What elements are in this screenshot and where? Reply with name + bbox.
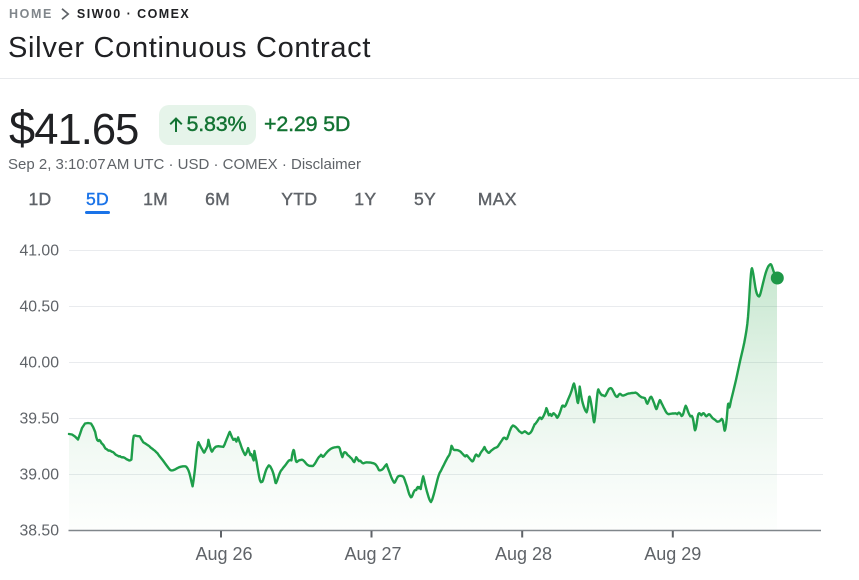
svg-text:41.00: 41.00 — [19, 242, 59, 259]
svg-text:40.00: 40.00 — [19, 354, 59, 371]
svg-text:39.00: 39.00 — [19, 466, 59, 483]
svg-text:39.50: 39.50 — [19, 410, 59, 427]
svg-text:Aug 26: Aug 26 — [195, 544, 252, 564]
svg-text:40.50: 40.50 — [19, 298, 59, 315]
svg-text:Aug 29: Aug 29 — [644, 544, 701, 564]
svg-text:38.50: 38.50 — [19, 522, 59, 539]
svg-text:Aug 28: Aug 28 — [495, 544, 552, 564]
svg-text:Aug 27: Aug 27 — [344, 544, 401, 564]
